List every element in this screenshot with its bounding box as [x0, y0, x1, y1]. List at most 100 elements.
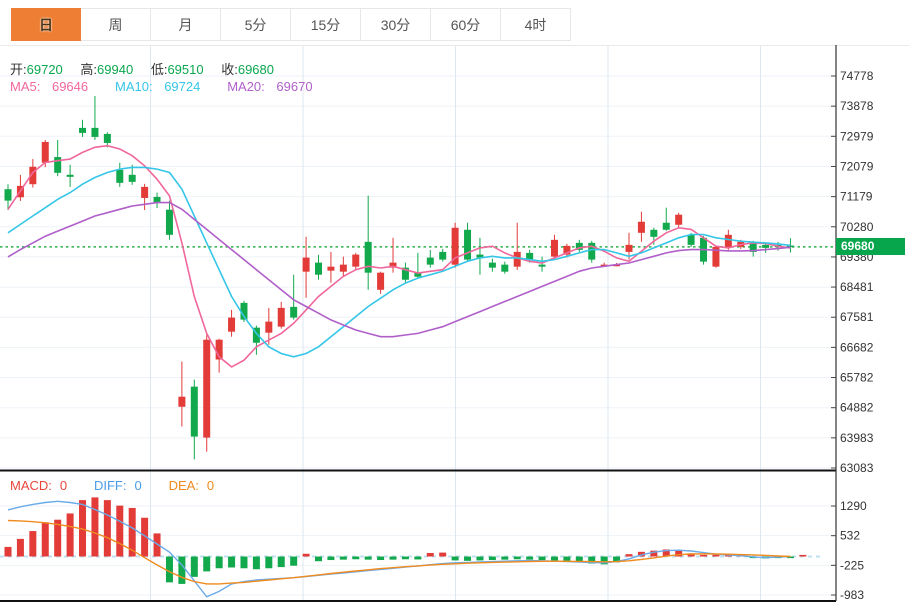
ma5-label: MA5: [10, 79, 41, 94]
tab-30min[interactable]: 30分 [361, 8, 431, 41]
candle-body [240, 302, 248, 320]
candle-body [252, 327, 260, 343]
candle-body [41, 141, 49, 163]
ma20-label: MA20: [227, 79, 265, 94]
candle-body [315, 262, 322, 275]
macd-bar [675, 550, 683, 557]
ma5-value: 69646 [51, 79, 89, 94]
macd-bar [700, 554, 708, 557]
macd-bar [476, 556, 484, 561]
macd-bar [277, 556, 285, 568]
candle-body [128, 174, 136, 182]
low-label: 低: [150, 62, 168, 77]
high-value: 69940 [97, 62, 134, 77]
ma-header: MA5: 69646 MA10: 69724 MA20: 69670 [10, 79, 329, 94]
candle-body [526, 252, 534, 260]
macd-bar [29, 531, 37, 557]
macd-bar [103, 500, 111, 557]
axis-tick-label: 65782 [840, 371, 874, 385]
macd-bar [538, 556, 546, 561]
open-label: 开: [10, 62, 27, 77]
axis-tick-label: -983 [840, 588, 864, 602]
tab-week[interactable]: 周 [81, 8, 151, 41]
candle-body [439, 251, 447, 260]
macd-header: MACD: 0 DIFF: 0 DEA: 0 [10, 478, 230, 493]
candle-body [513, 251, 521, 267]
tab-60min[interactable]: 60分 [431, 8, 501, 41]
axis-tick-label: 72979 [840, 129, 874, 143]
candle-body [625, 244, 633, 252]
axis-tick-label: -225 [840, 558, 864, 572]
candle-body [91, 127, 99, 137]
candle-body [389, 262, 397, 268]
axis-tick-label: 1290 [840, 499, 867, 513]
candle-body [29, 166, 37, 185]
axis-tick-label: 63083 [840, 461, 874, 475]
candle-body [786, 245, 794, 248]
macd-bar [550, 556, 558, 561]
candle-body [401, 267, 409, 280]
candle-body [215, 339, 223, 360]
tab-month[interactable]: 月 [151, 8, 221, 41]
macd-bar [79, 500, 87, 557]
candle-body [165, 209, 173, 235]
candle-body [575, 242, 583, 250]
macd-bar [451, 556, 459, 561]
axis-tick-label: 67581 [840, 310, 874, 324]
macd-bar [240, 556, 248, 569]
axis-tick-label: 63983 [840, 431, 874, 445]
candle-body [464, 229, 472, 260]
candle-body [4, 189, 12, 201]
candle-body [613, 264, 621, 267]
tab-4hour[interactable]: 4时 [501, 8, 571, 41]
candle-body [203, 339, 211, 438]
candle-body [79, 127, 87, 133]
candle-body [501, 264, 509, 272]
close-value: 69680 [237, 62, 274, 77]
macd-bar [501, 556, 509, 560]
macd-bar [128, 507, 136, 557]
macd-bar [401, 556, 409, 560]
macd-value: 0 [59, 478, 68, 493]
dea-label: DEA: [168, 478, 199, 493]
macd-bar [190, 556, 198, 577]
candle-body [54, 157, 62, 173]
macd-bar [327, 556, 335, 561]
axis-tick-label: 68481 [840, 280, 874, 294]
ma10-value: 69724 [164, 79, 201, 94]
macd-bar [153, 533, 161, 557]
macd-bar [637, 551, 645, 557]
axis-tick-label: 66682 [840, 340, 874, 354]
tab-5min[interactable]: 5分 [221, 8, 291, 41]
macd-bar [650, 550, 658, 557]
candle-body [265, 321, 273, 333]
tab-day[interactable]: 日 [11, 8, 81, 41]
macd-bar [613, 556, 621, 563]
macd-bar [464, 556, 472, 561]
axis-tick-label: 64882 [840, 401, 874, 415]
candle-body [414, 272, 422, 277]
macd-bar [178, 556, 186, 584]
macd-bar [625, 554, 633, 557]
axis-tick-label: 72079 [840, 159, 874, 173]
macd-bar [575, 556, 583, 562]
axis-tick-label: 70280 [840, 220, 874, 234]
macd-bar [41, 522, 49, 557]
macd-bar [588, 556, 596, 564]
diff-label: DIFF: [93, 478, 127, 493]
dea-value: 0 [206, 478, 215, 493]
ma-line-ma20 [7, 201, 791, 338]
candle-body [588, 242, 596, 260]
tabbar-divider [0, 45, 909, 46]
macd-bar [799, 554, 807, 557]
tab-15min[interactable]: 15分 [291, 8, 361, 41]
macd-line-diff [7, 500, 791, 598]
macd-bar [352, 556, 360, 560]
axis-tick-label: 71179 [840, 190, 873, 204]
candle-body [66, 174, 74, 177]
macd-bar [165, 556, 173, 583]
macd-bar [4, 546, 12, 557]
candle-body [476, 254, 484, 258]
candle-body [153, 196, 161, 203]
